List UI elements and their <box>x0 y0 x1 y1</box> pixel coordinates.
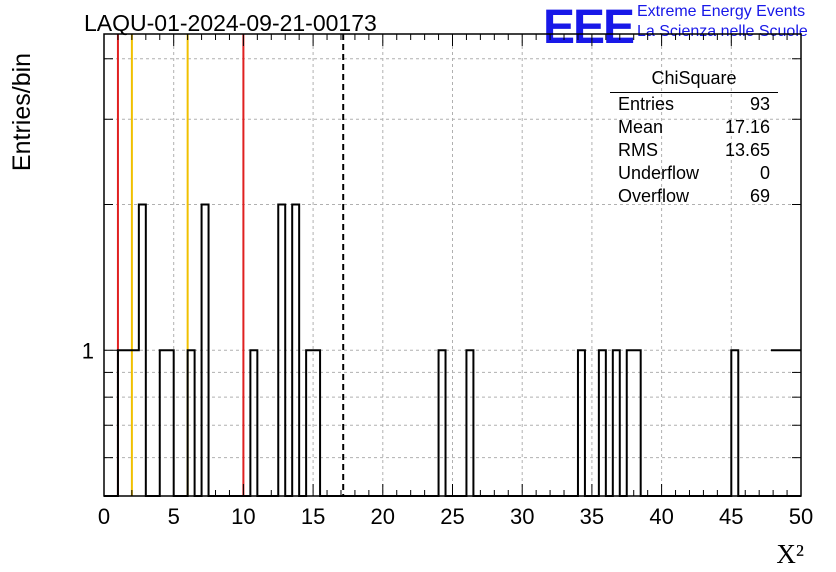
x-tick-label: 0 <box>98 504 110 529</box>
x-tick-label: 50 <box>789 504 813 529</box>
stats-row-label: RMS <box>618 140 658 160</box>
stats-row-value: 13.65 <box>724 140 770 160</box>
stats-row-label: Overflow <box>618 186 690 206</box>
x-axis-label: X² <box>776 539 804 569</box>
logo-caption-line2: La Scienza nelle Scuole <box>637 23 808 40</box>
x-tick-label: 45 <box>719 504 743 529</box>
stats-box: ChiSquare Entries 93 Mean 17.16 RMS 13.65 Unde… <box>610 66 780 208</box>
stats-row-label: Underflow <box>618 163 700 183</box>
stats-row: Overflow 69 <box>610 185 780 208</box>
x-tick-label: 10 <box>231 504 255 529</box>
x-tick-label: 35 <box>580 504 604 529</box>
eee-logo: EEE <box>543 1 635 54</box>
x-tick-label: 15 <box>301 504 325 529</box>
x-tick-label: 20 <box>371 504 395 529</box>
stats-rows: Entries 93 Mean 17.16 RMS 13.65 Underflow 0 Over… <box>610 93 780 208</box>
stats-box-title: ChiSquare <box>610 66 778 93</box>
y-tick-label: 1 <box>82 338 94 363</box>
x-tick-label: 30 <box>510 504 534 529</box>
x-tick-label: 5 <box>168 504 180 529</box>
logo-caption-line1: Extreme Energy Events <box>637 3 806 20</box>
stats-row: Mean 17.16 <box>610 116 780 139</box>
stats-row-value: 93 <box>749 94 770 114</box>
y-axis-label: Entries/bin <box>8 53 36 171</box>
stats-row-value: 17.16 <box>724 117 770 137</box>
stats-row: RMS 13.65 <box>610 139 780 162</box>
x-tick-label: 40 <box>649 504 673 529</box>
x-tick-label: 25 <box>440 504 464 529</box>
chart-title: LAQU-01-2024-09-21-00173 <box>84 10 377 36</box>
stats-row-label: Mean <box>618 117 664 137</box>
stats-row: Underflow 0 <box>610 162 780 185</box>
stats-row: Entries 93 <box>610 93 780 116</box>
stats-row-value: 69 <box>749 186 770 206</box>
stats-row-label: Entries <box>618 94 675 114</box>
stats-row-value: 0 <box>759 163 770 183</box>
